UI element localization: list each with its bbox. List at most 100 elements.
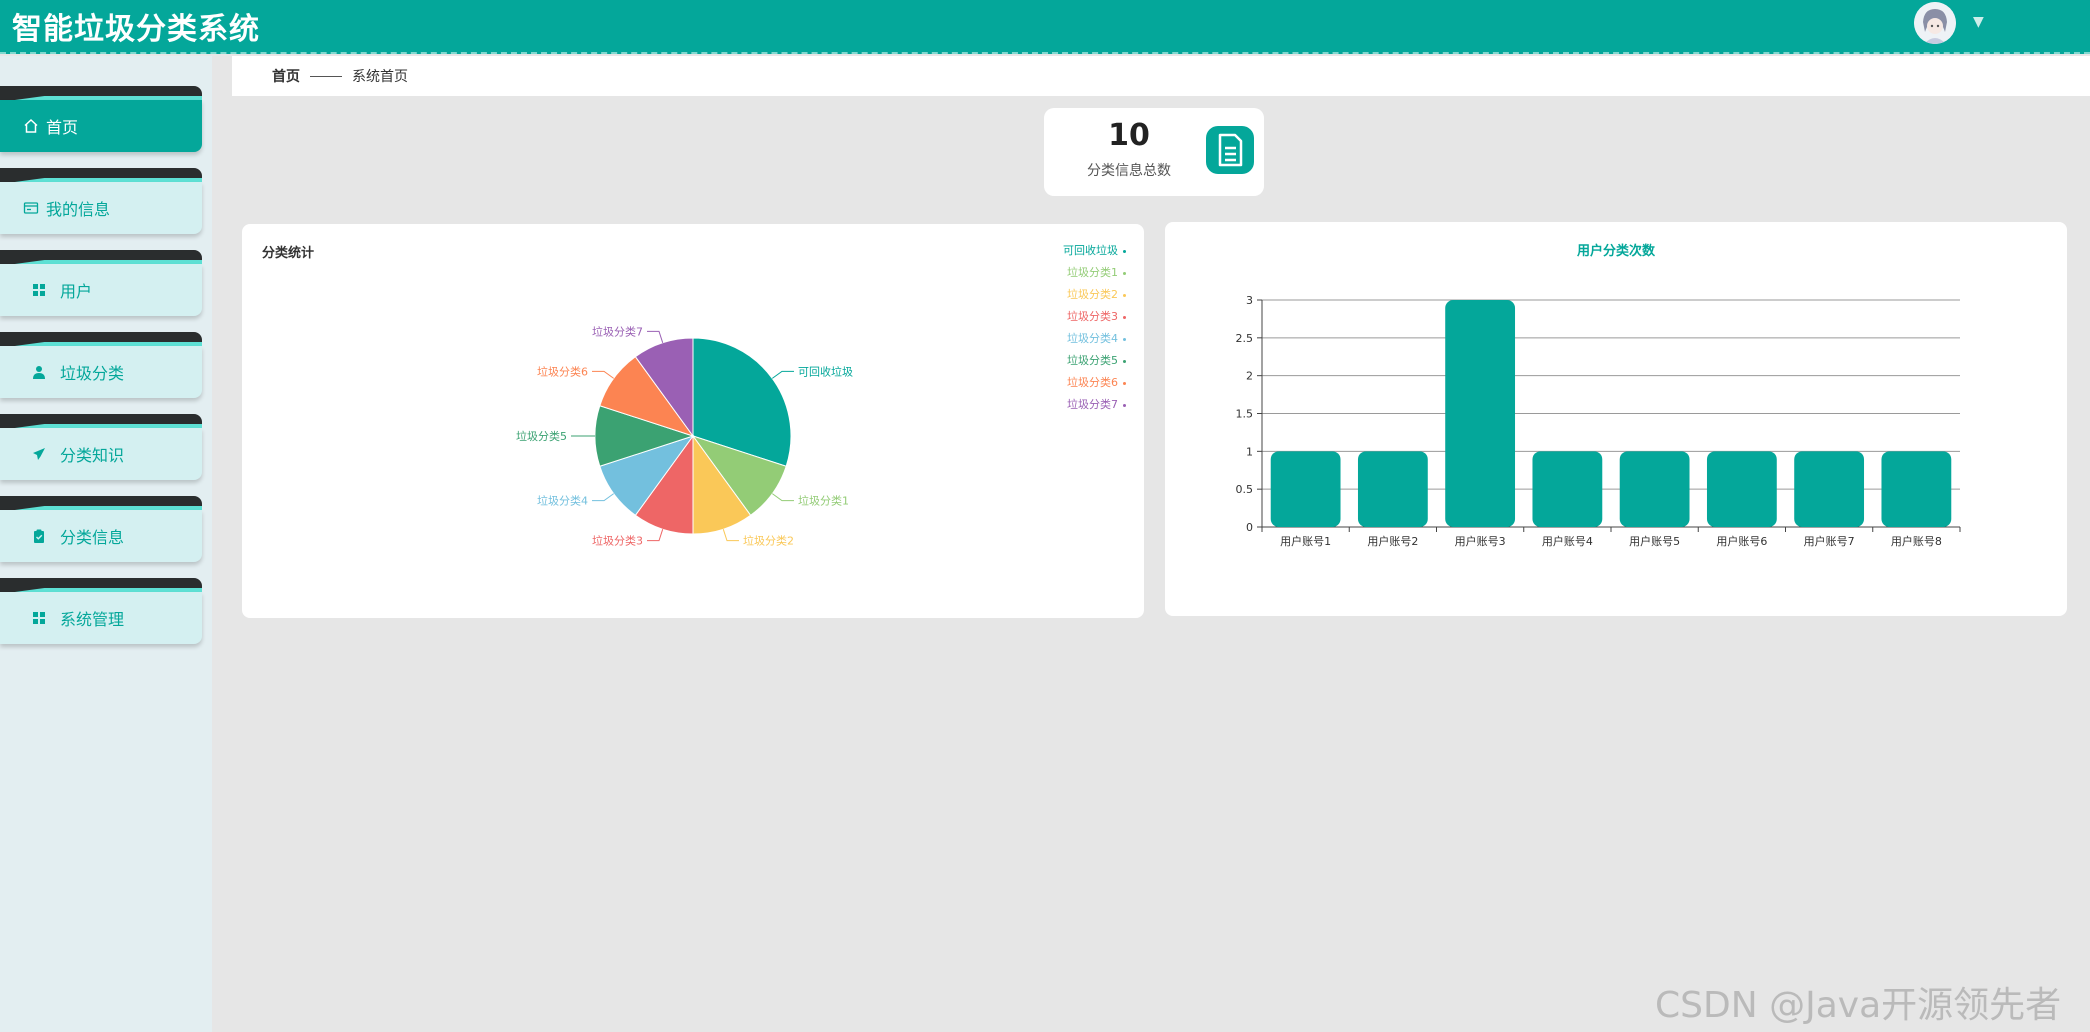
bar[interactable] — [1532, 451, 1603, 527]
sidebar-item-classification-knowledge[interactable]: 分类知识 — [0, 414, 202, 480]
x-tick-label: 用户账号1 — [1280, 534, 1331, 548]
pie-label-line — [722, 529, 739, 542]
legend-item[interactable]: 垃圾分类1 — [1063, 262, 1126, 284]
pie-label-line — [647, 529, 664, 542]
paper-plane-icon — [30, 445, 48, 463]
legend-label: 垃圾分类4 — [1067, 332, 1118, 345]
sidebar-item-label: 我的信息 — [46, 200, 111, 219]
sidebar-item-label: 系统管理 — [60, 610, 125, 629]
x-tick-label: 用户账号4 — [1542, 534, 1593, 548]
bar[interactable] — [1794, 451, 1865, 527]
legend-item[interactable]: 垃圾分类2 — [1063, 284, 1126, 306]
bar[interactable] — [1270, 451, 1341, 527]
pie-slice[interactable] — [692, 337, 792, 467]
sidebar-item-my-info[interactable]: 我的信息 — [0, 168, 202, 234]
sidebar-item-label: 用户 — [60, 282, 93, 301]
id-card-icon — [22, 199, 40, 217]
sidebar-item-label: 分类信息 — [60, 528, 125, 547]
breadcrumb-home[interactable]: 首页 — [272, 69, 300, 85]
pie-label-line — [647, 330, 664, 343]
y-tick-label: 1 — [1246, 445, 1253, 458]
legend-item[interactable]: 可回收垃圾 — [1063, 240, 1126, 262]
stat-label: 分类信息总数 — [1087, 163, 1171, 179]
sidebar-item-garbage-classification[interactable]: 垃圾分类 — [0, 332, 202, 398]
bar-chart-title: 用户分类次数 — [1576, 244, 1655, 259]
legend-label: 垃圾分类1 — [1067, 266, 1118, 279]
pie-label-line — [592, 370, 615, 379]
x-tick-label: 用户账号7 — [1804, 534, 1855, 548]
legend-marker — [1123, 293, 1126, 297]
user-avatar[interactable] — [1914, 2, 1956, 44]
chevron-down-icon[interactable]: ▼ — [1973, 14, 1984, 30]
sidebar: 首页 我的信息 用户 垃圾分类 — [0, 56, 212, 1032]
pie-chart-title: 分类统计 — [262, 246, 315, 261]
legend-item[interactable]: 垃圾分类7 — [1063, 394, 1126, 416]
y-tick-label: 0.5 — [1236, 483, 1254, 496]
x-tick-label: 用户账号3 — [1455, 534, 1506, 548]
pie-label-line — [771, 370, 794, 379]
legend-label: 垃圾分类7 — [1067, 398, 1118, 411]
avatar-image — [1914, 2, 1956, 44]
pie-slice-label: 垃圾分类3 — [592, 534, 643, 548]
legend-item[interactable]: 垃圾分类6 — [1063, 372, 1126, 394]
pie-legend: 可回收垃圾垃圾分类1 垃圾分类2 垃圾分类3 垃圾分类4 垃圾分类5 垃圾分类6 垃圾分类7 — [1063, 240, 1126, 416]
bar-chart-panel: 用户分类次数 0 0.5 1 1.5 2 2.5 3 用户账号1 用户账号2 用户账号3 用户账号4… — [1165, 222, 2067, 616]
legend-marker — [1123, 359, 1126, 363]
breadcrumb-current: 系统首页 — [352, 69, 408, 85]
bar[interactable] — [1706, 451, 1777, 527]
legend-label: 垃圾分类6 — [1067, 376, 1118, 389]
x-tick-label: 用户账号8 — [1891, 534, 1942, 548]
top-bar: 智能垃圾分类系统 ▼ — [0, 0, 2090, 54]
stat-value: 10 — [1108, 118, 1150, 153]
legend-marker — [1123, 337, 1126, 341]
y-tick-label: 1.5 — [1236, 408, 1254, 421]
bar[interactable] — [1619, 451, 1690, 527]
sidebar-item-users[interactable]: 用户 — [0, 250, 202, 316]
pie-slice-label: 垃圾分类2 — [743, 534, 794, 548]
y-tick-label: 2 — [1246, 370, 1253, 383]
grid-icon — [30, 609, 48, 627]
pie-chart-panel: 分类统计 可回收垃圾垃圾分类1 垃圾分类2 垃圾分类3 垃圾分类4 垃圾分类5 垃圾分类6… — [242, 224, 1144, 618]
legend-item[interactable]: 垃圾分类3 — [1063, 306, 1126, 328]
document-icon — [1206, 126, 1254, 174]
legend-label: 垃圾分类3 — [1067, 310, 1118, 323]
clipboard-icon — [30, 527, 48, 545]
app-title: 智能垃圾分类系统 — [12, 12, 260, 47]
sidebar-item-system-management[interactable]: 系统管理 — [0, 578, 202, 644]
legend-item[interactable]: 垃圾分类4 — [1063, 328, 1126, 350]
bar-chart: 0 0.5 1 1.5 2 2.5 3 用户账号1 用户账号2 用户账号3 用户账号4 用户账号5 用户… — [1236, 294, 1961, 548]
legend-marker — [1123, 271, 1126, 275]
y-tick-label: 2.5 — [1236, 332, 1254, 345]
pie-slice-label: 垃圾分类5 — [516, 429, 567, 443]
pie-slice-label: 垃圾分类6 — [537, 364, 588, 378]
pie-label-line — [771, 493, 794, 502]
legend-item[interactable]: 垃圾分类5 — [1063, 350, 1126, 372]
x-tick-label: 用户账号6 — [1716, 534, 1767, 548]
bar[interactable] — [1881, 451, 1952, 527]
breadcrumb: 首页 系统首页 — [232, 56, 2090, 96]
grid-icon — [30, 281, 48, 299]
sidebar-item-home[interactable]: 首页 — [0, 86, 202, 152]
home-icon — [22, 117, 40, 135]
sidebar-item-label: 垃圾分类 — [60, 364, 125, 383]
pie-slice-label: 垃圾分类7 — [592, 324, 643, 338]
legend-marker — [1123, 315, 1126, 319]
user-icon — [30, 363, 48, 381]
legend-label: 可回收垃圾 — [1063, 244, 1118, 257]
sidebar-item-label: 首页 — [46, 118, 79, 137]
pie-slice-label: 垃圾分类4 — [537, 494, 588, 508]
sidebar-item-classification-info[interactable]: 分类信息 — [0, 496, 202, 562]
bar[interactable] — [1357, 451, 1428, 527]
legend-marker — [1123, 381, 1126, 385]
breadcrumb-separator — [310, 75, 342, 77]
watermark: CSDN @Java开源领先者 — [1655, 985, 2062, 1026]
pie-slice-label: 垃圾分类1 — [798, 494, 849, 508]
y-tick-label: 3 — [1246, 294, 1253, 307]
legend-marker — [1123, 249, 1126, 253]
legend-label: 垃圾分类2 — [1067, 288, 1118, 301]
bar[interactable] — [1445, 300, 1516, 527]
sidebar-item-label: 分类知识 — [60, 446, 125, 465]
x-tick-label: 用户账号5 — [1629, 534, 1680, 548]
x-tick-label: 用户账号2 — [1367, 534, 1418, 548]
